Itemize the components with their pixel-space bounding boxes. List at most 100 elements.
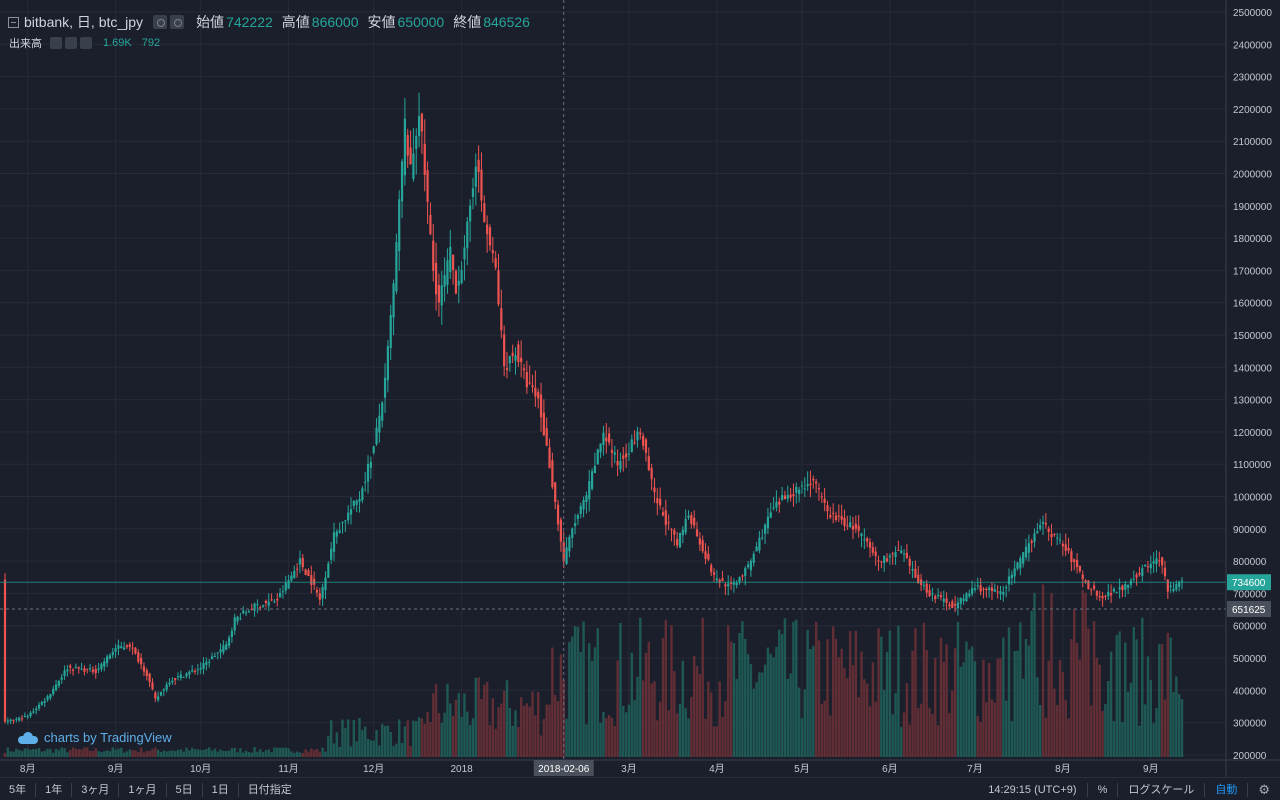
price-tick-label: 300000 (1233, 719, 1267, 730)
candle-body (698, 538, 701, 545)
volume-bar (548, 704, 551, 757)
volume-bar (420, 718, 424, 757)
volume-bar (1152, 723, 1155, 757)
volume-bar (607, 715, 611, 757)
candle-body (701, 540, 704, 552)
candle-body (471, 188, 475, 198)
candle-body (1175, 584, 1178, 590)
candle-body (996, 591, 999, 593)
volume-bar (321, 747, 324, 757)
candle-body (951, 601, 954, 609)
percent-scale-button[interactable]: % (1086, 782, 1118, 797)
volume-label[interactable]: 出来高 (9, 38, 42, 50)
candle-body (1050, 534, 1053, 538)
candle-body (661, 512, 665, 516)
close-label: 終値 (453, 14, 482, 30)
candle-body (948, 604, 951, 607)
candle-body (678, 532, 682, 548)
volume-bar (216, 751, 219, 757)
volume-bar (168, 750, 171, 757)
volume-bar (948, 712, 951, 757)
range-5d-button[interactable]: 5日 (167, 782, 203, 797)
volume-bar (437, 713, 441, 757)
candle-body (74, 666, 78, 668)
range-1m-button[interactable]: 1ヶ月 (119, 782, 167, 797)
auto-scale-button[interactable]: 自動 (1204, 782, 1247, 797)
candle-body (208, 661, 211, 663)
volume-bar (1107, 681, 1110, 757)
candle-body (956, 602, 960, 609)
volume-bar (190, 747, 194, 757)
candle-body (744, 568, 747, 577)
candle-body (684, 518, 687, 533)
candle-body (1178, 582, 1181, 587)
candle-body (1087, 580, 1090, 590)
range-1d-button[interactable]: 1日 (203, 782, 239, 797)
candle-body (517, 344, 520, 363)
candle-body (1135, 574, 1138, 578)
tradingview-watermark[interactable]: charts by TradingView (18, 730, 172, 745)
gear-icon[interactable]: ⚙ (1247, 782, 1280, 797)
volume-bar (69, 749, 72, 757)
candle-body (1058, 539, 1062, 541)
volume-bar (732, 642, 736, 757)
volume-bar (412, 720, 415, 757)
candle-body (571, 528, 574, 538)
candle-body (168, 682, 171, 685)
candle-body (942, 598, 945, 602)
log-scale-button[interactable]: ログスケール (1117, 782, 1204, 797)
candle-body (128, 644, 131, 647)
candle-body (386, 346, 389, 381)
eye-icon[interactable] (153, 15, 168, 29)
eye-icon[interactable] (50, 37, 62, 49)
volume-bar (613, 725, 616, 757)
volume-bar (511, 725, 514, 757)
volume-bar (883, 689, 886, 757)
volume-bar (278, 747, 282, 757)
range-1y-button[interactable]: 1年 (36, 782, 73, 797)
volume-bar (236, 752, 239, 757)
collapse-icon[interactable] (8, 16, 19, 28)
candle-body (642, 435, 645, 446)
range-3m-button[interactable]: 3ヶ月 (72, 782, 120, 797)
candle-body (636, 431, 639, 441)
volume-bar (965, 641, 968, 757)
volume-bar (1019, 622, 1022, 757)
clock-timezone[interactable]: 14:29:15 (UTC+9) (988, 783, 1077, 796)
volume-bar (936, 725, 940, 757)
candle-body (1084, 580, 1087, 583)
candle-body (341, 521, 344, 523)
candle-body (911, 569, 914, 571)
candle-body (242, 610, 245, 614)
volume-bar (962, 662, 965, 757)
candle-body (117, 645, 120, 649)
candle-body (273, 601, 276, 603)
volume-bar (775, 646, 778, 757)
settings-small-icon[interactable] (170, 15, 185, 29)
close-icon[interactable] (80, 37, 92, 49)
candle-body (724, 584, 727, 587)
candle-body (1036, 531, 1039, 534)
range-5y-button[interactable]: 5年 (0, 782, 37, 797)
candle-body (261, 605, 265, 607)
settings-small-icon[interactable] (65, 37, 77, 49)
candle-body (196, 669, 199, 671)
candle-body (871, 547, 874, 553)
volume-bar (678, 703, 682, 757)
candle-body (253, 603, 256, 611)
date-range-button[interactable]: 日付指定 (247, 783, 292, 796)
volume-bar (812, 645, 815, 757)
candle-body (746, 564, 750, 568)
symbol-name[interactable]: bitbank, 日, btc_jpy (24, 14, 144, 30)
price-tick-label: 2300000 (1233, 73, 1272, 84)
candle-body (732, 582, 735, 585)
volume-bar (670, 625, 673, 757)
candle-body (874, 551, 877, 556)
candle-body (443, 275, 446, 287)
volume-bar (457, 692, 460, 757)
volume-bar (1132, 627, 1135, 757)
volume-bar (103, 751, 106, 757)
candle-body (1141, 568, 1144, 576)
candle-body (437, 285, 441, 303)
